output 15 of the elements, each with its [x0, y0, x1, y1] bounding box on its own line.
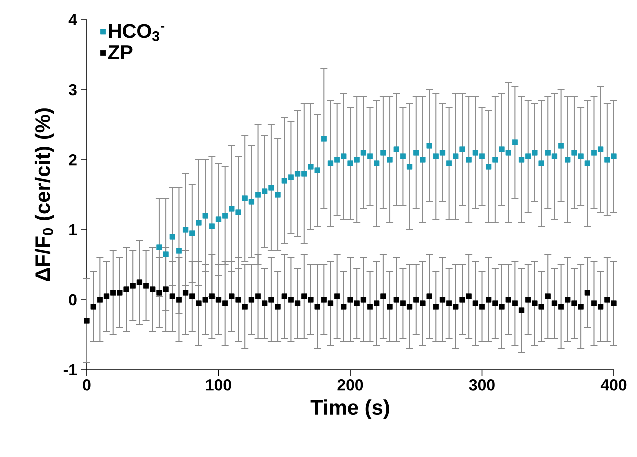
legend-label: HCO$_{3}$- [109, 24, 165, 42]
x-tick-label: 200 [338, 380, 364, 391]
y-tick-label: 3 [68, 84, 77, 96]
y-axis-title: ΔF/F$_{0}$ (cer/cit) (%) [34, 108, 54, 282]
x-tick-label: 100 [206, 380, 232, 391]
x-tick-label: 300 [469, 380, 495, 391]
y-tick-label: 1 [70, 224, 78, 236]
y-tick-label: 0 [69, 294, 77, 306]
x-axis-title: Time (s) [310, 400, 390, 420]
y-tick-label: 4 [68, 14, 78, 26]
x-tick-label: 0 [83, 380, 91, 391]
y-tick-label: -1 [64, 364, 78, 376]
x-tick-label: 400 [600, 380, 627, 391]
y-tick-label: 2 [69, 154, 77, 166]
legend-label: ZP [108, 46, 133, 60]
